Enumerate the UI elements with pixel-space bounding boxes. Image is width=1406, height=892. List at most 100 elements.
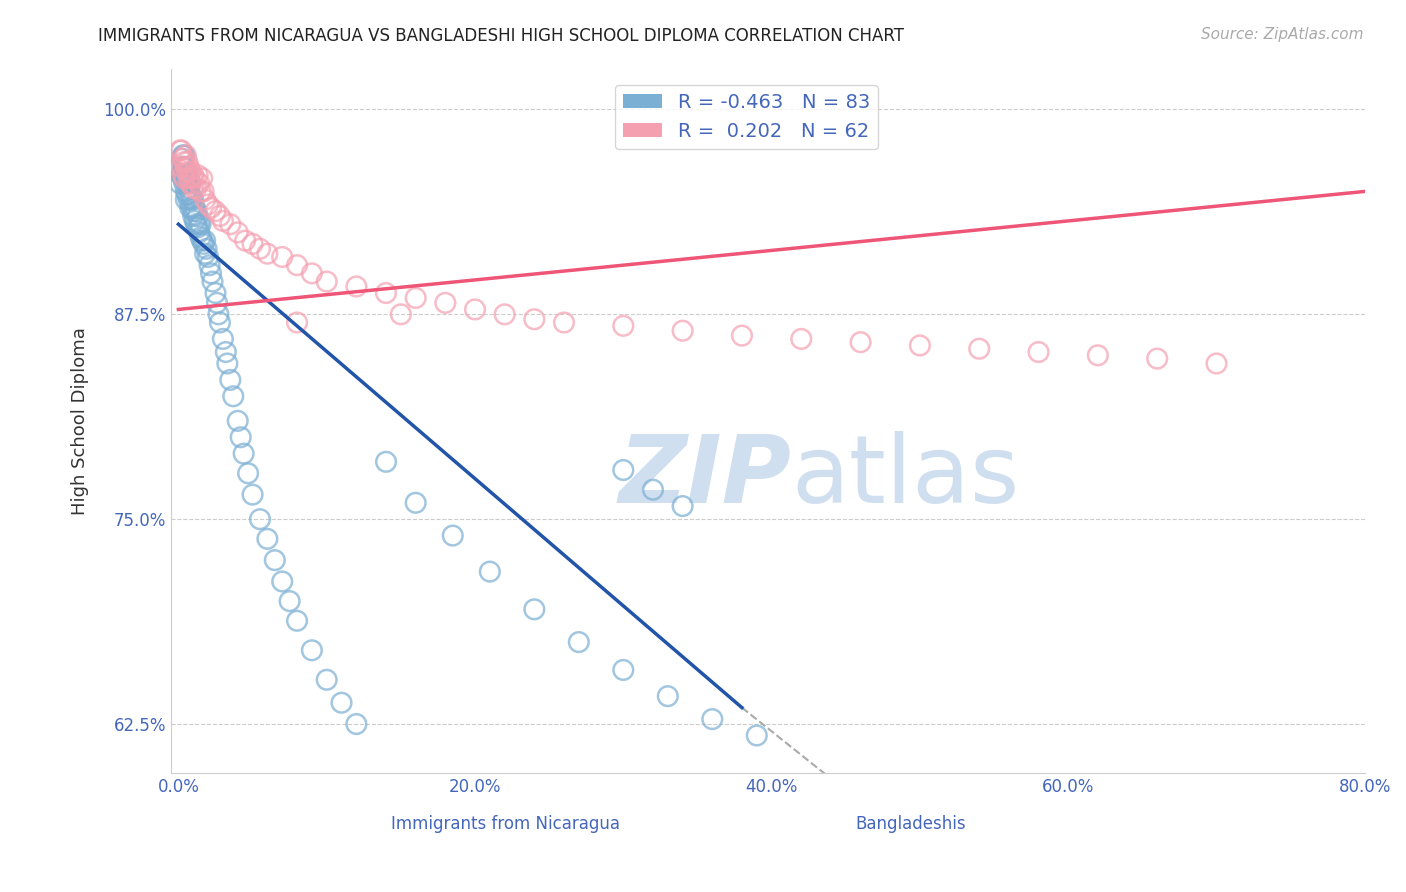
Point: [315, 673, 337, 687]
Point: [236, 467, 259, 481]
Point: [226, 226, 249, 240]
Point: [173, 160, 195, 174]
Point: [301, 643, 323, 657]
Point: [172, 168, 194, 182]
Point: [278, 594, 301, 608]
Point: [249, 242, 271, 256]
Point: [173, 176, 195, 190]
Point: [174, 160, 197, 174]
Point: [271, 574, 294, 589]
Point: [1205, 357, 1227, 371]
Point: [657, 689, 679, 703]
Point: [172, 171, 194, 186]
Point: [173, 155, 195, 169]
Point: [183, 171, 205, 186]
Point: [908, 338, 931, 352]
Point: [790, 332, 813, 346]
Point: [170, 168, 193, 182]
Point: [174, 185, 197, 199]
Point: [212, 214, 235, 228]
Point: [478, 565, 501, 579]
Point: [523, 312, 546, 326]
Point: [172, 152, 194, 166]
Point: [612, 663, 634, 677]
Point: [285, 316, 308, 330]
Point: [177, 193, 200, 207]
Point: [212, 332, 235, 346]
Point: [186, 181, 208, 195]
Point: [263, 553, 285, 567]
Point: [179, 165, 201, 179]
Text: Immigrants from Nicaragua: Immigrants from Nicaragua: [391, 815, 620, 833]
Point: [568, 635, 591, 649]
Point: [176, 165, 198, 179]
Point: [179, 201, 201, 215]
Point: [242, 487, 264, 501]
Point: [405, 496, 427, 510]
Point: [553, 316, 575, 330]
Point: [177, 181, 200, 195]
Point: [191, 234, 214, 248]
Point: [176, 155, 198, 169]
Point: [201, 275, 224, 289]
Point: [181, 168, 204, 182]
Point: [176, 168, 198, 182]
Point: [233, 234, 256, 248]
Point: [172, 148, 194, 162]
Point: [179, 187, 201, 202]
Legend: R = -0.463   N = 83, R =  0.202   N = 62: R = -0.463 N = 83, R = 0.202 N = 62: [616, 86, 877, 149]
Point: [170, 160, 193, 174]
Point: [193, 185, 215, 199]
Point: [188, 176, 211, 190]
Point: [190, 185, 212, 199]
Point: [187, 220, 209, 235]
Point: [967, 342, 990, 356]
Point: [174, 193, 197, 207]
Point: [222, 389, 245, 403]
Point: [702, 712, 724, 726]
Point: [612, 318, 634, 333]
Point: [187, 209, 209, 223]
Point: [242, 236, 264, 251]
Point: [173, 168, 195, 182]
Point: [200, 266, 222, 280]
Point: [271, 250, 294, 264]
Point: [198, 258, 221, 272]
Point: [186, 217, 208, 231]
Point: [190, 230, 212, 244]
Point: [197, 197, 219, 211]
Point: [249, 512, 271, 526]
Point: [1087, 348, 1109, 362]
Point: [330, 696, 353, 710]
Point: [285, 258, 308, 272]
Point: [183, 214, 205, 228]
Point: [344, 717, 367, 731]
Text: ZIP: ZIP: [619, 431, 792, 524]
Point: [219, 373, 242, 387]
Point: [344, 279, 367, 293]
Point: [197, 250, 219, 264]
Point: [173, 171, 195, 186]
Point: [181, 209, 204, 223]
Point: [226, 414, 249, 428]
Point: [208, 316, 231, 330]
Point: [188, 217, 211, 231]
Point: [194, 246, 217, 260]
Point: [181, 204, 204, 219]
Point: [672, 324, 695, 338]
Point: [523, 602, 546, 616]
Point: [731, 328, 754, 343]
Point: [375, 286, 398, 301]
Point: [1146, 351, 1168, 366]
Point: [193, 236, 215, 251]
Point: [173, 148, 195, 162]
Point: [188, 226, 211, 240]
Point: [464, 302, 486, 317]
Point: [170, 144, 193, 158]
Point: [174, 148, 197, 162]
Point: [315, 275, 337, 289]
Point: [256, 532, 278, 546]
Point: [191, 171, 214, 186]
Point: [181, 193, 204, 207]
Point: [183, 201, 205, 215]
